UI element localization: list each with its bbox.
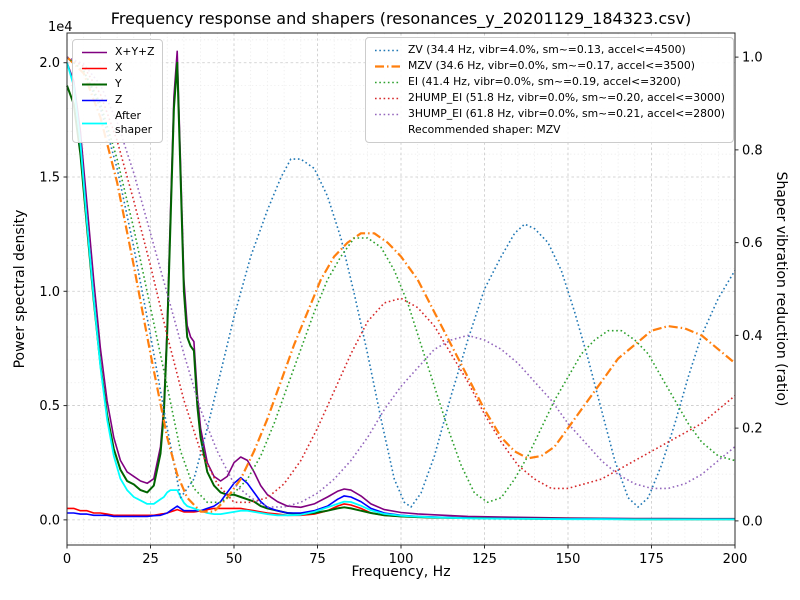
series-line-xyz <box>66 50 735 520</box>
legend-label: X <box>115 61 123 75</box>
legend-item-2hump_ei: 2HUMP_EI (51.8 Hz, vibr=0.0%, sm~=0.20, … <box>374 91 725 105</box>
legend-line-sample-y <box>82 83 107 86</box>
legend-line-sample-zv <box>375 49 401 51</box>
legend-label: Y <box>115 77 122 91</box>
legend-line-sample-z <box>82 99 107 101</box>
series-line-after-shaper <box>66 62 735 521</box>
x-tick-label: 150 <box>556 552 581 567</box>
legend-line-sample-ei <box>375 81 401 83</box>
legend-label: X+Y+Z <box>115 45 155 58</box>
chart-title: Frequency response and shapers (resonanc… <box>110 9 692 28</box>
x-tick-label: 25 <box>142 552 159 567</box>
left-y-tick-label: 1.5 <box>39 171 60 186</box>
legend-item-zv: ZV (34.4 Hz, vibr=4.0%, sm~=0.13, accel<… <box>374 43 725 57</box>
legend-item-mzv: MZV (34.6 Hz, vibr=0.0%, sm~=0.17, accel… <box>374 59 725 73</box>
left-y-tick-label: 2.0 <box>39 56 60 71</box>
left-y-tick-label: 0.5 <box>39 399 60 414</box>
legend-line-sample-2hump_ei <box>375 97 401 99</box>
y-axis-offset-text: 1e4 <box>48 20 73 35</box>
x-tick-label: 125 <box>472 552 497 567</box>
right-y-axis-label: Shaper vibration reduction (ratio) <box>773 171 789 407</box>
right-y-tick-label: 0.6 <box>742 236 763 251</box>
left-y-axis-label: Power spectral density <box>12 209 28 369</box>
legend-item-x: X <box>81 61 154 75</box>
x-axis-label: Frequency, Hz <box>351 564 451 580</box>
x-tick-label: 0 <box>63 552 71 567</box>
legend-item-z: Z <box>81 93 154 107</box>
legend-label: Z <box>115 93 123 107</box>
legend-line-sample-x <box>82 67 107 69</box>
legend-label: 3HUMP_EI (61.8 Hz, vibr=0.0%, sm~=0.21, … <box>408 107 725 121</box>
legend-shapers: ZV (34.4 Hz, vibr=4.0%, sm~=0.13, accel<… <box>365 37 734 144</box>
x-tick-label: 75 <box>309 552 326 567</box>
legend-item-3hump_ei: 3HUMP_EI (61.8 Hz, vibr=0.0%, sm~=0.21, … <box>374 107 725 121</box>
x-tick-label: 100 <box>389 552 414 567</box>
right-y-tick-label: 0.4 <box>742 329 763 344</box>
right-y-tick-label: 0.0 <box>742 514 763 529</box>
right-y-tick-label: 1.0 <box>742 51 763 66</box>
legend-line-sample-after-shaper <box>82 122 107 125</box>
series-line-ei <box>66 56 736 504</box>
legend-label: After shaper <box>115 109 153 137</box>
x-tick-label: 200 <box>723 552 748 567</box>
x-tick-label: 50 <box>226 552 243 567</box>
tick-labels: 0 25 50 75 100 125 150 175 200 0.0 0.5 1.0 1.5 2.0 0.0… <box>39 51 762 567</box>
right-y-tick-label: 0.8 <box>742 143 763 158</box>
series-line-mzv <box>66 56 736 513</box>
series-line-3hump_ei <box>66 56 736 508</box>
legend-label: ZV (34.4 Hz, vibr=4.0%, sm~=0.13, accel<… <box>408 43 686 56</box>
legend-psd: X+Y+Z X Y Z After shaper <box>72 39 164 144</box>
legend-item-xyz: X+Y+Z <box>81 45 154 59</box>
legend-line-sample-xyz <box>82 51 107 53</box>
legend-label: MZV (34.6 Hz, vibr=0.0%, sm~=0.17, accel… <box>408 59 695 73</box>
legend-item-y: Y <box>81 77 154 91</box>
x-tick-label: 175 <box>639 552 664 567</box>
series-line-zv <box>66 56 736 508</box>
left-y-tick-label: 0.0 <box>39 513 60 528</box>
recommended-shaper-text: Recommended shaper: MZV <box>408 123 561 137</box>
left-y-tick-label: 1.0 <box>39 285 60 300</box>
legend-recommended-note: Recommended shaper: MZV <box>374 123 725 137</box>
series-line-2hump_ei <box>66 56 736 504</box>
legend-label: EI (41.4 Hz, vibr=0.0%, sm~=0.19, accel<… <box>408 75 681 89</box>
legend-item-after-shaper: After shaper <box>81 109 154 137</box>
right-y-tick-label: 0.2 <box>742 422 763 437</box>
legend-line-sample-3hump_ei <box>375 113 401 115</box>
legend-label: 2HUMP_EI (51.8 Hz, vibr=0.0%, sm~=0.20, … <box>408 91 725 105</box>
legend-line-sample-mzv <box>375 64 401 68</box>
legend-item-ei: EI (41.4 Hz, vibr=0.0%, sm~=0.19, accel<… <box>374 75 725 89</box>
